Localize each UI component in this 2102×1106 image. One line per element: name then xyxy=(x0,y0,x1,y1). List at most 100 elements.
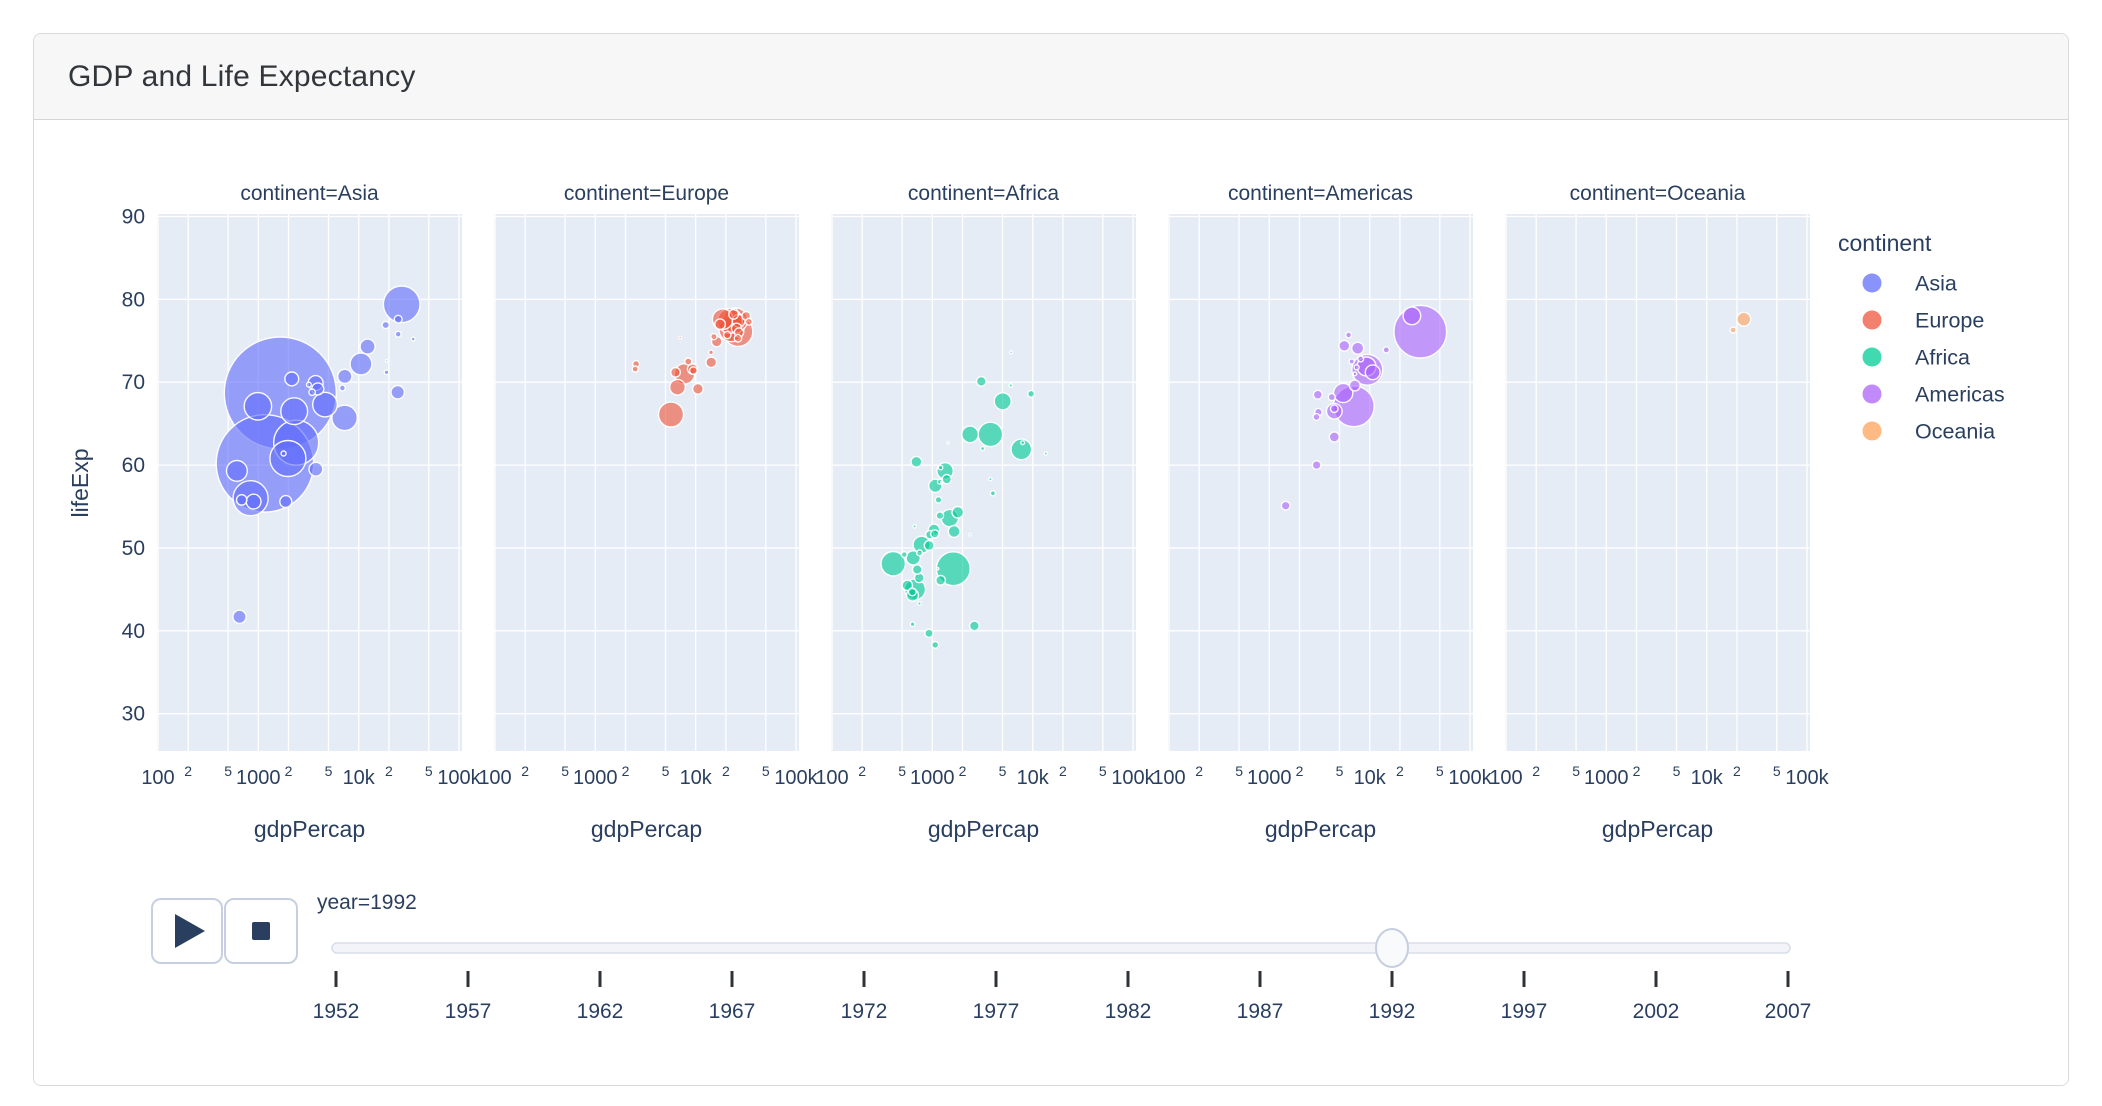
x-minor-tick-label: 2 xyxy=(521,763,529,779)
x-minor-tick-label: 5 xyxy=(1336,763,1344,779)
legend-entry-asia[interactable]: Asia xyxy=(1862,272,1957,296)
legend-marker-icon xyxy=(1862,384,1882,404)
bubble xyxy=(1352,371,1358,377)
facet-title: continent=Africa xyxy=(908,182,1059,205)
bubble xyxy=(931,640,940,650)
slider-year-label[interactable]: 1987 xyxy=(1237,1000,1284,1023)
facet-title: continent=Asia xyxy=(240,182,379,205)
x-tick-label: 10k xyxy=(1017,767,1050,789)
slider-year-label[interactable]: 1967 xyxy=(709,1000,756,1023)
x-minor-tick-label: 2 xyxy=(1059,763,1067,779)
bubble xyxy=(733,333,743,343)
slider-year-label[interactable]: 1962 xyxy=(577,1000,624,1023)
bubble xyxy=(1382,346,1391,354)
x-minor-tick-label: 5 xyxy=(762,763,770,779)
bubble xyxy=(910,455,923,468)
bubble xyxy=(1311,460,1322,471)
bubble xyxy=(280,450,287,457)
bubble xyxy=(880,550,907,577)
bubble xyxy=(911,564,923,575)
bubble xyxy=(989,490,997,497)
bubble xyxy=(909,621,916,628)
bubble xyxy=(734,307,738,312)
legend: continent Asia Europe Africa Americas Oceania xyxy=(1838,230,2005,444)
x-tick-label: 10k xyxy=(343,767,376,789)
slider-handle[interactable] xyxy=(1375,928,1409,968)
bubble xyxy=(279,494,293,509)
chart-area: continent=Asia 100 1000 10k 100k 2 5 2 5 2 5 gdpPer… xyxy=(34,120,2068,1085)
legend-marker-icon xyxy=(1862,273,1882,293)
bubbles xyxy=(631,307,754,428)
slider-year-label[interactable]: 1957 xyxy=(445,1000,492,1023)
x-minor-tick-label: 5 xyxy=(561,763,569,779)
bubble xyxy=(977,421,1004,448)
bubble xyxy=(912,524,917,529)
frame-label: year=1992 xyxy=(317,891,417,914)
bubble xyxy=(923,539,935,552)
x-minor-tick-label: 5 xyxy=(999,763,1007,779)
bubbles xyxy=(880,350,1049,650)
bubble xyxy=(1353,364,1360,371)
x-tick-label: 100k xyxy=(1448,767,1492,789)
x-minor-tick-label: 2 xyxy=(184,763,192,779)
slider-year-label[interactable]: 1992 xyxy=(1369,1000,1416,1023)
bubble xyxy=(941,473,953,485)
x-minor-tick-label: 2 xyxy=(1195,763,1203,779)
x-tick-label: 1000 xyxy=(910,767,955,789)
legend-label: Asia xyxy=(1915,272,1957,296)
x-minor-tick-label: 5 xyxy=(1099,763,1107,779)
bubble xyxy=(1332,382,1354,404)
x-minor-tick-label: 5 xyxy=(325,763,333,779)
bubble xyxy=(937,464,944,471)
bubble xyxy=(670,366,682,378)
facet-title: continent=Europe xyxy=(564,182,729,205)
bubble xyxy=(979,445,986,452)
x-minor-tick-label: 2 xyxy=(622,763,630,779)
slider-year-label[interactable]: 1952 xyxy=(313,1000,360,1023)
bubble xyxy=(1344,331,1353,339)
x-tick-label: 100 xyxy=(478,767,511,789)
bubble xyxy=(935,566,940,571)
x-minor-tick-label: 2 xyxy=(1633,763,1641,779)
slider-year-label[interactable]: 2002 xyxy=(1633,1000,1680,1023)
legend-entry-americas[interactable]: Americas xyxy=(1862,383,2005,407)
stop-button[interactable] xyxy=(224,898,298,964)
x-tick-label: 1000 xyxy=(236,767,281,789)
x-tick-label: 100k xyxy=(774,767,818,789)
slider-year-label[interactable]: 2007 xyxy=(1765,1000,1812,1023)
bubble xyxy=(710,332,718,341)
legend-entry-europe[interactable]: Europe xyxy=(1862,309,1985,333)
bubble xyxy=(269,439,307,478)
slider-year-label[interactable]: 1997 xyxy=(1501,1000,1548,1023)
slider-track[interactable] xyxy=(331,942,1791,954)
chart-card: GDP and Life Expectancy continent=Asia 10… xyxy=(33,33,2069,1086)
play-button[interactable] xyxy=(151,898,223,964)
legend-label: Africa xyxy=(1915,346,1970,370)
y-tick-label: 80 xyxy=(122,288,145,311)
slider-year-label[interactable]: 1972 xyxy=(841,1000,888,1023)
bubble xyxy=(1348,379,1361,392)
bubbles xyxy=(1729,311,1752,334)
plot-background xyxy=(1505,214,1810,751)
bubble xyxy=(1348,358,1355,365)
x-minor-tick-label: 2 xyxy=(1733,763,1741,779)
legend-entry-oceania[interactable]: Oceania xyxy=(1862,420,1996,444)
bubbles xyxy=(1280,304,1448,511)
bubble xyxy=(1010,438,1033,461)
x-minor-tick-label: 5 xyxy=(1235,763,1243,779)
legend-entry-africa[interactable]: Africa xyxy=(1862,346,1971,370)
bubble xyxy=(1329,404,1339,414)
bubble xyxy=(308,388,316,397)
bubble xyxy=(1327,392,1337,402)
slider-year-label[interactable]: 1977 xyxy=(973,1000,1020,1023)
bubble xyxy=(1008,383,1014,388)
bubble xyxy=(1043,451,1049,456)
plot-background xyxy=(494,214,799,751)
bubble xyxy=(714,318,727,331)
bubble xyxy=(691,382,704,395)
slider-year-label[interactable]: 1982 xyxy=(1105,1000,1152,1023)
bubble xyxy=(705,356,718,369)
x-axis-title: gdpPercap xyxy=(254,816,365,842)
bubbles xyxy=(215,285,421,625)
card-header: GDP and Life Expectancy xyxy=(34,34,2068,120)
